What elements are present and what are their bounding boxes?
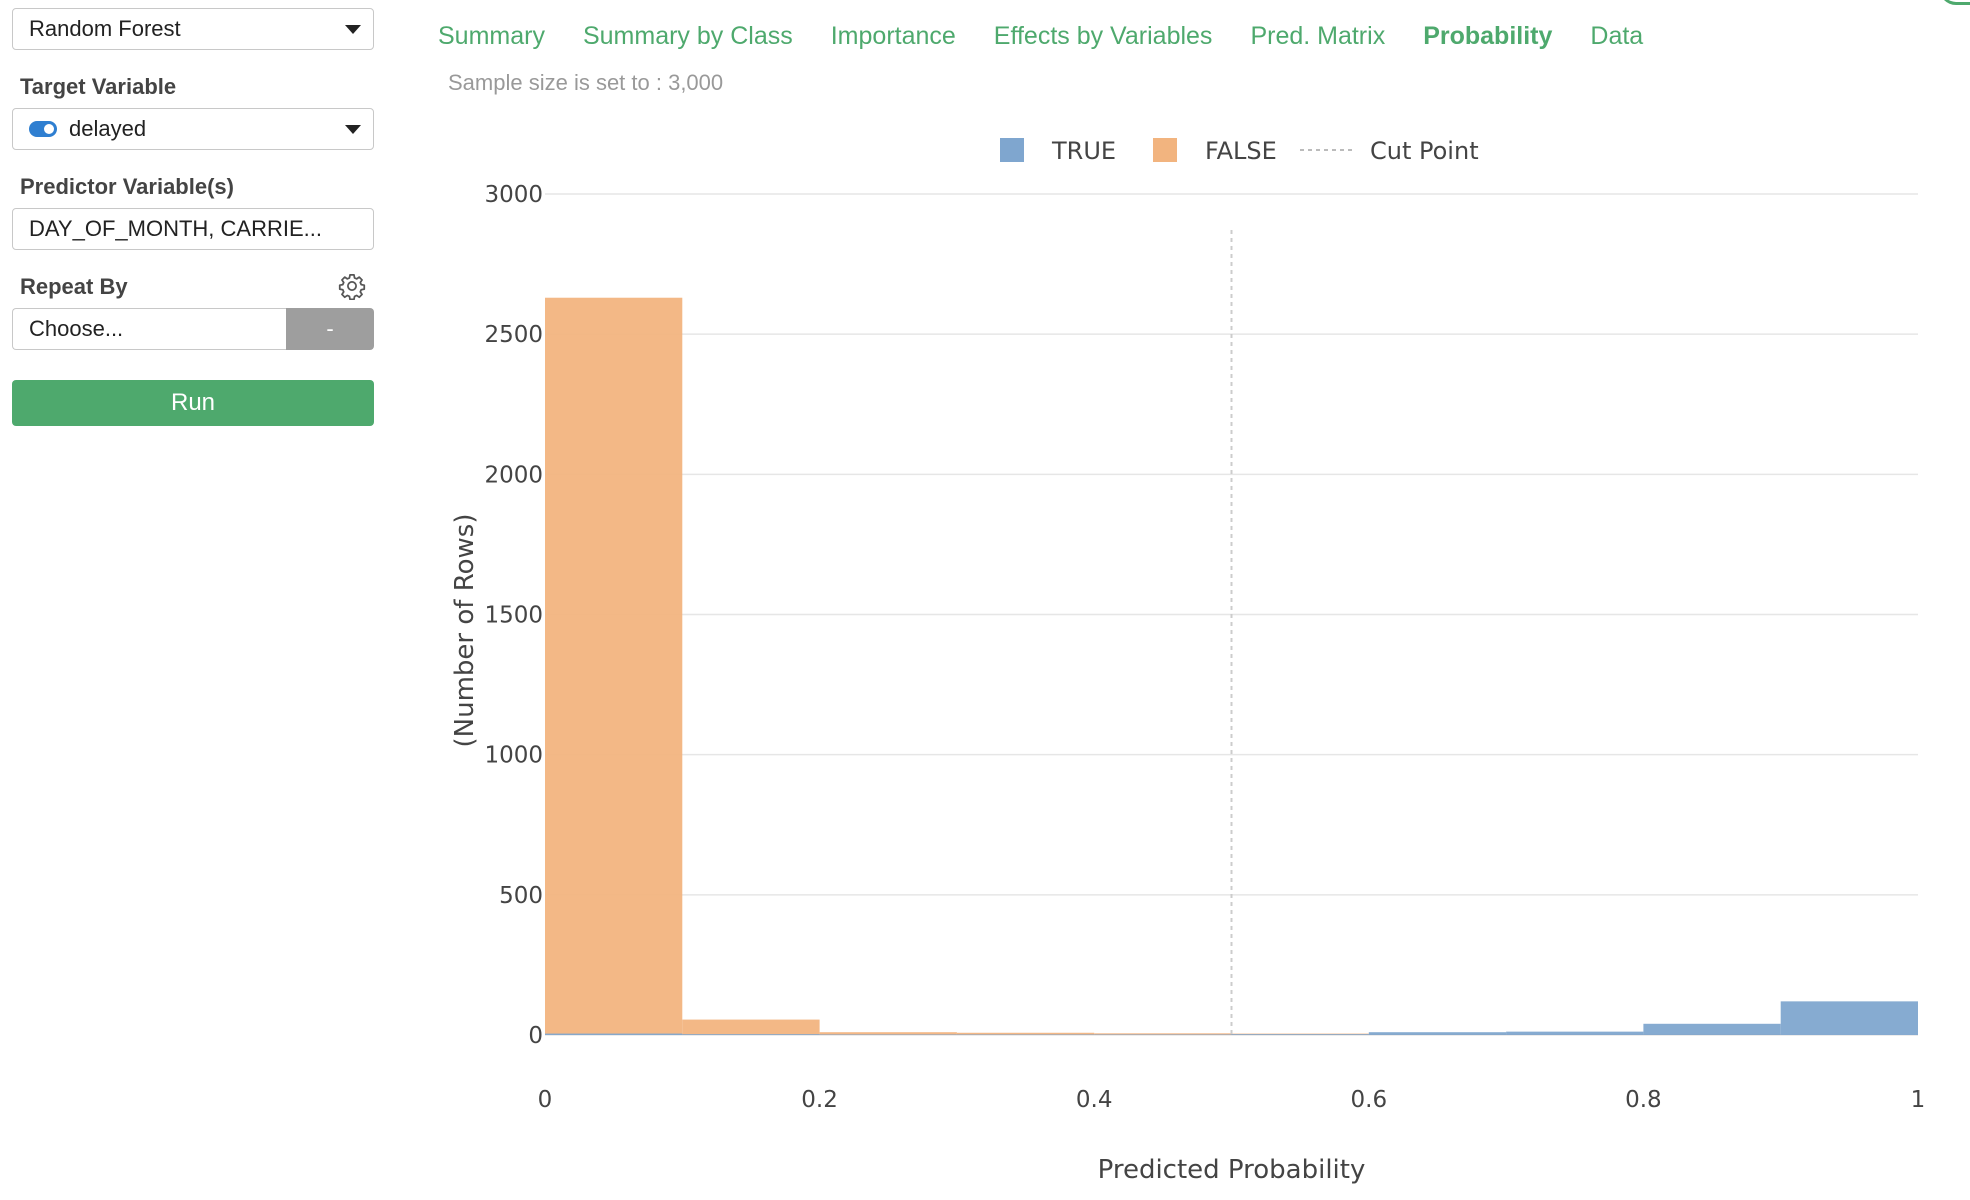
target-variable-label: Target Variable: [20, 74, 177, 99]
bar-true: [1643, 1023, 1781, 1035]
legend-label-false: FALSE: [1205, 137, 1277, 165]
x-tick-label: 1: [1911, 1087, 1926, 1113]
model-select[interactable]: Random Forest: [12, 8, 374, 50]
y-tick-label: 3000: [484, 182, 543, 208]
chevron-down-icon: [345, 125, 361, 134]
tab-importance[interactable]: Importance: [830, 22, 956, 50]
legend-label-true: TRUE: [1051, 137, 1116, 165]
bar-false: [682, 1019, 820, 1035]
repeat-by-label: Repeat By: [20, 274, 128, 299]
toggle-icon: [29, 121, 57, 137]
y-tick-label: 1500: [484, 603, 543, 629]
target-variable-select[interactable]: delayed: [12, 108, 374, 150]
tab-bar: Summary Summary by Class Importance Effe…: [438, 22, 1643, 51]
bar-false: [819, 1032, 957, 1035]
repeat-by-remove-button[interactable]: -: [286, 308, 374, 350]
legend-label-cut-point: Cut Point: [1370, 137, 1479, 165]
y-tick-label: 2000: [484, 462, 543, 488]
bar-false: [956, 1032, 1095, 1035]
tab-probability[interactable]: Probability: [1423, 22, 1553, 50]
sample-size-note: Sample size is set to : 3,000: [448, 70, 724, 95]
y-tick-label: 500: [499, 883, 543, 909]
bar-true: [682, 1034, 820, 1035]
tab-data[interactable]: Data: [1590, 22, 1644, 50]
tab-summary[interactable]: Summary: [438, 22, 545, 50]
bar-true: [1780, 1001, 1918, 1035]
sidebar: Random Forest Target Variable delayed Pr…: [12, 0, 374, 426]
predictor-variables-label: Predictor Variable(s): [20, 174, 234, 199]
bar-true: [1506, 1031, 1644, 1035]
model-select-value: Random Forest: [29, 16, 181, 41]
y-tick-label: 0: [528, 1023, 543, 1049]
x-tick-label: 0.4: [1076, 1087, 1113, 1113]
bar-true: [545, 1033, 683, 1035]
y-axis-title: (Number of Rows): [450, 514, 480, 748]
legend-swatch-false: [1153, 138, 1177, 162]
bar-false: [545, 297, 683, 1035]
x-axis-title: Predicted Probability: [1098, 1155, 1366, 1185]
bar-true: [956, 1034, 1095, 1035]
tab-pred-matrix[interactable]: Pred. Matrix: [1250, 22, 1386, 50]
repeat-by-header: Repeat By: [20, 274, 374, 300]
legend-swatch-true: [1000, 138, 1024, 162]
run-button[interactable]: Run: [12, 380, 374, 426]
predictor-variables-input[interactable]: DAY_OF_MONTH, CARRIE...: [12, 208, 374, 250]
tab-summary-by-class[interactable]: Summary by Class: [582, 22, 793, 50]
gear-icon[interactable]: [338, 272, 366, 300]
x-tick-label: 0: [538, 1087, 553, 1113]
chevron-down-icon: [345, 25, 361, 34]
repeat-by-select[interactable]: Choose...: [12, 308, 286, 350]
repeat-by-row: Choose... -: [12, 308, 374, 350]
y-tick-label: 2500: [484, 322, 543, 348]
x-tick-label: 0.2: [801, 1087, 838, 1113]
x-tick-label: 0.6: [1351, 1087, 1388, 1113]
tab-effects-by-variables[interactable]: Effects by Variables: [993, 22, 1213, 50]
x-tick-label: 0.8: [1625, 1087, 1662, 1113]
bar-true: [1368, 1032, 1507, 1035]
bar-true: [1094, 1034, 1232, 1035]
bar-false: [1094, 1033, 1232, 1035]
y-tick-label: 1000: [484, 743, 543, 769]
bar-true: [1231, 1034, 1369, 1035]
target-variable-value: delayed: [69, 116, 147, 141]
bar-true: [819, 1034, 957, 1035]
